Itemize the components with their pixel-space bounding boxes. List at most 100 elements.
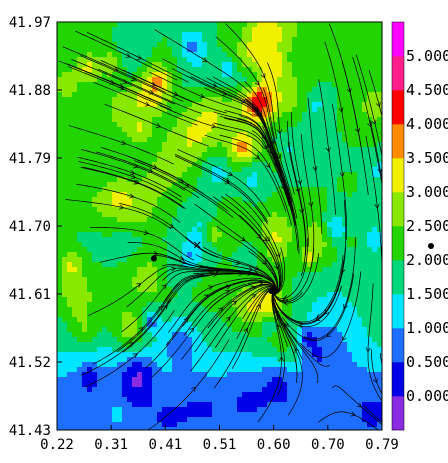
heat-cell: [362, 187, 368, 193]
heat-cell: [202, 317, 208, 323]
heat-cell: [117, 152, 123, 158]
heat-cell: [347, 182, 353, 188]
heat-cell: [312, 37, 318, 43]
heat-cell: [347, 72, 353, 78]
heat-cell: [367, 227, 373, 233]
heat-cell: [107, 52, 113, 58]
heat-cell: [372, 232, 378, 238]
heat-cell: [182, 387, 188, 393]
heat-cell: [217, 102, 223, 108]
heat-cell: [192, 317, 198, 323]
heat-cell: [167, 22, 173, 28]
heat-cell: [272, 127, 278, 133]
heat-cell: [102, 92, 108, 98]
heat-cell: [297, 277, 303, 283]
heat-cell: [147, 242, 153, 248]
heat-cell: [97, 287, 103, 293]
heat-cell: [107, 247, 113, 253]
heat-cell: [322, 337, 328, 343]
heat-cell: [377, 132, 382, 138]
heat-cell: [212, 362, 218, 368]
heat-cell: [347, 387, 353, 393]
heat-cell: [242, 377, 248, 383]
heat-cell: [67, 392, 73, 398]
heat-cell: [77, 52, 83, 58]
heat-cell: [332, 237, 338, 243]
heat-cell: [92, 217, 98, 223]
heat-cell: [302, 112, 308, 118]
heat-cell: [237, 282, 243, 288]
heat-cell: [337, 337, 343, 343]
heat-cell: [367, 357, 373, 363]
heat-cell: [237, 157, 243, 163]
heat-cell: [57, 282, 63, 288]
heat-cell: [77, 337, 83, 343]
heat-cell: [247, 37, 253, 43]
heat-cell: [162, 22, 168, 28]
heat-cell: [257, 247, 263, 253]
heat-cell: [102, 102, 108, 108]
heat-cell: [237, 322, 243, 328]
heat-cell: [207, 92, 213, 98]
heat-cell: [237, 142, 243, 148]
heat-cell: [302, 212, 308, 218]
heat-cell: [57, 317, 63, 323]
heat-cell: [207, 142, 213, 148]
heat-cell: [372, 167, 378, 173]
heat-cell: [182, 22, 188, 28]
heat-cell: [57, 117, 63, 123]
heat-cell: [232, 212, 238, 218]
heat-cell: [302, 187, 308, 193]
heat-cell: [207, 122, 213, 128]
heat-cell: [227, 322, 233, 328]
heat-cell: [92, 92, 98, 98]
heat-cell: [202, 357, 208, 363]
heat-cell: [197, 82, 203, 88]
heat-cell: [62, 87, 68, 93]
heat-cell: [377, 202, 382, 208]
heat-cell: [82, 147, 88, 153]
heat-cell: [352, 362, 358, 368]
heat-cell: [57, 357, 63, 363]
heat-cell: [362, 302, 368, 308]
heat-cell: [337, 182, 343, 188]
heat-cell: [267, 52, 273, 58]
heat-cell: [292, 322, 298, 328]
heat-cell: [77, 117, 83, 123]
heat-cell: [267, 232, 273, 238]
heat-cell: [252, 212, 258, 218]
heat-cell: [332, 387, 338, 393]
heat-cell: [357, 52, 363, 58]
heat-cell: [187, 72, 193, 78]
heat-cell: [62, 97, 68, 103]
heat-cell: [62, 357, 68, 363]
heat-cell: [297, 102, 303, 108]
heat-cell: [247, 152, 253, 158]
heat-cell: [317, 77, 323, 83]
heat-cell: [277, 132, 283, 138]
heat-cell: [312, 237, 318, 243]
heat-cell: [282, 57, 288, 63]
heat-cell: [197, 67, 203, 73]
heat-cell: [142, 57, 148, 63]
heat-cell: [327, 92, 333, 98]
heat-cell: [282, 347, 288, 353]
heat-cell: [257, 122, 263, 128]
heat-cell: [272, 332, 278, 338]
heat-cell: [152, 387, 158, 393]
heat-cell: [147, 237, 153, 243]
heat-cell: [167, 152, 173, 158]
heat-cell: [242, 402, 248, 408]
heat-cell: [362, 382, 368, 388]
heat-cell: [312, 217, 318, 223]
heat-cell: [242, 257, 248, 263]
heat-cell: [367, 182, 373, 188]
heat-cell: [142, 202, 148, 208]
heat-cell: [212, 37, 218, 43]
heat-cell: [222, 82, 228, 88]
heat-cell: [152, 332, 158, 338]
heat-cell: [162, 342, 168, 348]
heat-cell: [172, 202, 178, 208]
heat-cell: [357, 202, 363, 208]
heat-cell: [162, 262, 168, 268]
